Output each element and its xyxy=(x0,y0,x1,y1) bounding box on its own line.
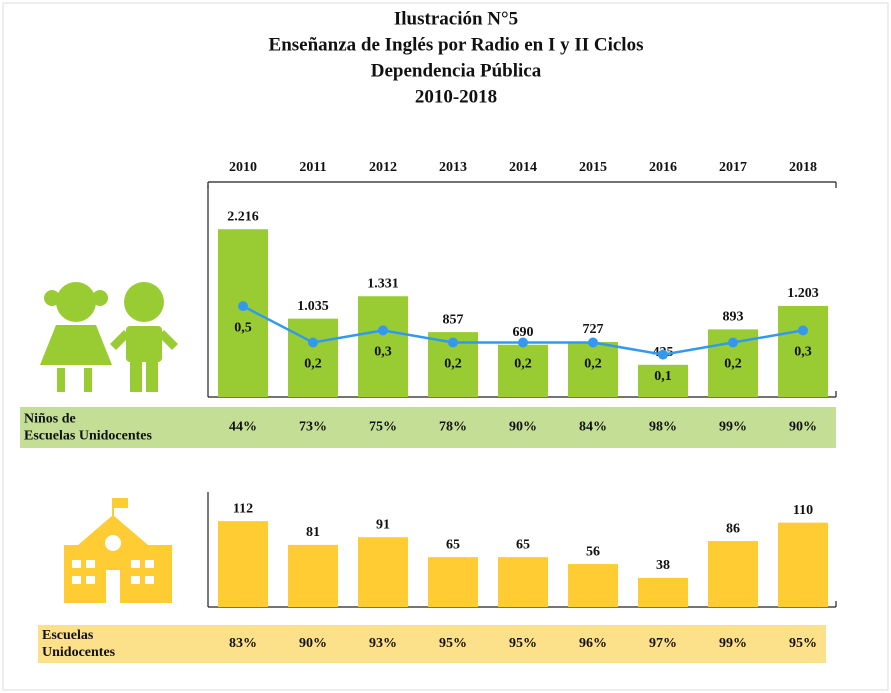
row-band xyxy=(20,407,836,448)
bar xyxy=(638,577,688,607)
bar xyxy=(568,564,618,607)
row-value: 93% xyxy=(369,636,397,651)
row-value: 84% xyxy=(579,420,607,435)
bar xyxy=(218,521,268,607)
row-label: Escuelas Unidocentes xyxy=(42,628,116,660)
line-point xyxy=(448,337,458,348)
line-value-label: 0,5 xyxy=(234,320,252,335)
x-tick-label: 2018 xyxy=(789,160,817,175)
bar xyxy=(288,544,338,607)
row-label: Niños de Escuelas Unidocentes xyxy=(24,412,153,444)
title-line: Ilustración N°5 xyxy=(394,8,518,29)
value-label: 56 xyxy=(586,544,600,559)
bar xyxy=(428,557,478,607)
value-label: 65 xyxy=(516,537,530,552)
value-label: 65 xyxy=(446,537,460,552)
row-value: 95% xyxy=(439,636,467,651)
value-label: 110 xyxy=(793,503,813,518)
bar xyxy=(218,229,268,397)
value-label: 112 xyxy=(233,501,253,516)
line-point xyxy=(658,349,668,360)
x-tick-label: 2016 xyxy=(649,160,677,175)
bar xyxy=(708,541,758,607)
row-value: 83% xyxy=(229,636,257,651)
row-value: 75% xyxy=(369,420,397,435)
row-value: 95% xyxy=(789,636,817,651)
row-value: 98% xyxy=(649,420,677,435)
row-value: 90% xyxy=(509,420,537,435)
x-tick-label: 2014 xyxy=(509,160,537,175)
line-point xyxy=(728,337,738,348)
x-tick-label: 2011 xyxy=(299,160,326,175)
row-value: 44% xyxy=(229,420,257,435)
line-value-label: 0,2 xyxy=(444,357,462,372)
bar xyxy=(288,318,338,397)
value-label: 38 xyxy=(656,558,670,573)
row-value: 78% xyxy=(439,420,467,435)
value-label: 86 xyxy=(726,521,740,536)
bar xyxy=(568,341,618,397)
line-value-label: 0,3 xyxy=(374,345,392,360)
x-tick-label: 2012 xyxy=(369,160,397,175)
value-label: 690 xyxy=(513,325,534,340)
row-value: 99% xyxy=(719,420,747,435)
value-label: 1.331 xyxy=(367,276,399,291)
value-label: 81 xyxy=(306,525,320,540)
row-value: 90% xyxy=(789,420,817,435)
line-value-label: 0,1 xyxy=(654,369,672,384)
line-point xyxy=(238,301,248,312)
x-tick-label: 2015 xyxy=(579,160,607,175)
row-value: 96% xyxy=(579,636,607,651)
bar xyxy=(498,344,548,397)
line-point xyxy=(798,325,808,336)
title-line: Dependencia Pública xyxy=(371,60,542,81)
row-value: 90% xyxy=(299,636,327,651)
title-line: Enseñanza de Inglés por Radio en I y II … xyxy=(269,34,644,55)
row-value: 99% xyxy=(719,636,747,651)
school-icon xyxy=(64,498,172,603)
value-label: 857 xyxy=(443,312,464,327)
x-tick-label: 2017 xyxy=(719,160,747,175)
line-value-label: 0,3 xyxy=(794,345,812,360)
x-tick-label: 2013 xyxy=(439,160,467,175)
x-tick-label: 2010 xyxy=(229,160,257,175)
line-point xyxy=(518,337,528,348)
line-point xyxy=(378,325,388,336)
line-value-label: 0,2 xyxy=(584,357,602,372)
value-label: 727 xyxy=(583,322,604,337)
row-band xyxy=(38,625,826,663)
bar xyxy=(638,364,688,397)
title-line: 2010-2018 xyxy=(415,86,497,107)
row-value: 73% xyxy=(299,420,327,435)
row-value: 95% xyxy=(509,636,537,651)
value-label: 1.203 xyxy=(787,286,819,301)
line-point xyxy=(308,337,318,348)
bar xyxy=(498,557,548,607)
value-label: 1.035 xyxy=(297,299,329,314)
bar xyxy=(358,537,408,607)
children-icon xyxy=(40,282,178,392)
row-value: 97% xyxy=(649,636,677,651)
bar xyxy=(778,305,828,397)
value-label: 893 xyxy=(723,310,744,325)
bar xyxy=(778,522,828,607)
line-value-label: 0,2 xyxy=(304,357,322,372)
value-label: 91 xyxy=(376,517,390,532)
bar xyxy=(358,296,408,397)
line-value-label: 0,2 xyxy=(724,357,742,372)
line-point xyxy=(588,337,598,348)
line-value-label: 0,2 xyxy=(514,357,532,372)
value-label: 2.216 xyxy=(227,209,259,224)
